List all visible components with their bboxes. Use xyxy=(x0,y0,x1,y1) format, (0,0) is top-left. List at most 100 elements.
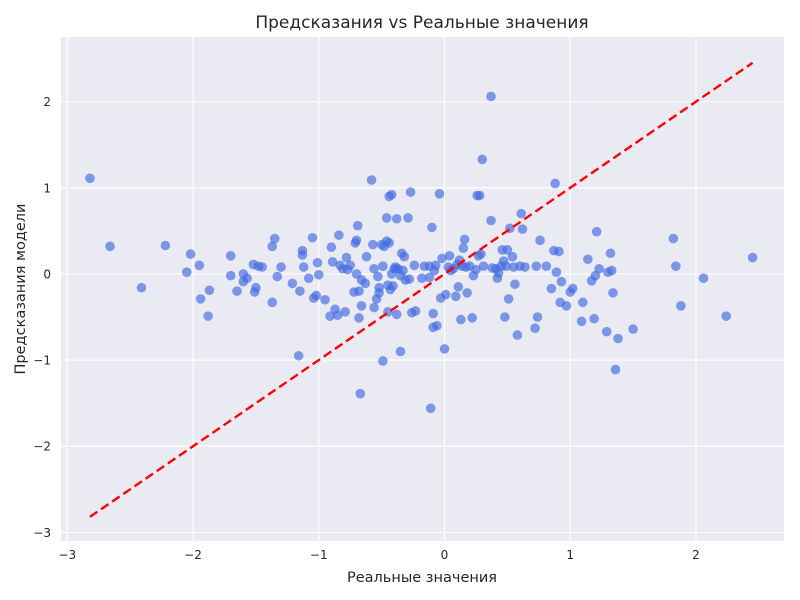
data-point xyxy=(384,238,394,248)
data-point xyxy=(257,262,267,272)
x-axis-label: Реальные значения xyxy=(347,570,497,586)
data-point xyxy=(391,213,402,224)
data-point xyxy=(459,234,470,245)
data-point xyxy=(613,333,623,344)
data-point xyxy=(628,324,638,334)
data-point xyxy=(430,260,441,271)
data-point xyxy=(520,262,530,272)
data-point xyxy=(474,190,485,201)
data-point xyxy=(591,226,602,237)
data-point xyxy=(551,267,562,278)
data-point xyxy=(105,241,115,252)
data-point xyxy=(410,306,421,316)
y-tick-label: 2 xyxy=(43,95,51,109)
data-point xyxy=(437,253,447,264)
data-point xyxy=(374,288,384,298)
data-point xyxy=(561,301,572,311)
y-tick-label: −3 xyxy=(33,526,51,540)
data-point xyxy=(427,222,437,233)
data-point xyxy=(355,388,366,399)
data-point xyxy=(351,235,362,246)
data-point xyxy=(516,208,527,219)
data-point xyxy=(356,301,367,311)
data-point xyxy=(671,261,681,271)
data-point xyxy=(556,276,567,287)
data-point xyxy=(369,302,379,313)
data-point xyxy=(354,286,364,296)
data-point xyxy=(500,312,510,322)
data-point xyxy=(395,346,406,357)
data-point xyxy=(287,278,298,289)
data-point xyxy=(340,307,350,317)
data-point xyxy=(195,294,206,304)
data-point xyxy=(467,313,477,323)
data-point xyxy=(425,403,436,414)
data-point xyxy=(444,251,455,261)
data-point xyxy=(405,187,416,197)
data-point xyxy=(311,290,322,301)
data-point xyxy=(85,173,95,184)
data-point xyxy=(530,323,540,334)
data-point xyxy=(293,350,304,361)
data-point xyxy=(462,288,472,298)
data-point xyxy=(325,311,335,321)
data-point xyxy=(531,261,542,271)
x-tick-label: −3 xyxy=(58,548,76,562)
data-point xyxy=(578,297,588,308)
data-point xyxy=(391,309,402,320)
data-point xyxy=(381,213,392,223)
x-tick-label: 2 xyxy=(692,548,700,562)
y-tick-label: −2 xyxy=(33,440,51,454)
chart-title: Предсказания vs Реальные значения xyxy=(255,13,588,33)
data-point xyxy=(276,262,286,272)
data-point xyxy=(341,252,352,263)
data-point xyxy=(608,288,618,298)
data-point xyxy=(399,251,410,262)
data-point xyxy=(576,316,587,327)
data-point xyxy=(440,289,451,300)
data-point xyxy=(478,261,489,271)
data-point xyxy=(486,91,496,102)
data-point xyxy=(326,242,337,253)
x-tick-labels: −3 −2 −1 0 1 2 xyxy=(58,548,699,562)
data-point xyxy=(510,279,520,290)
data-point xyxy=(345,260,356,271)
data-point xyxy=(368,239,378,250)
data-point xyxy=(502,245,513,255)
data-point xyxy=(388,281,398,291)
data-point xyxy=(361,251,372,262)
data-point xyxy=(225,270,236,281)
data-point xyxy=(404,274,415,284)
data-point xyxy=(747,252,758,263)
data-point xyxy=(225,251,236,261)
data-point xyxy=(439,344,450,354)
data-point xyxy=(512,330,523,340)
data-point xyxy=(589,313,599,324)
data-point xyxy=(327,257,338,267)
data-point xyxy=(668,233,679,244)
data-point xyxy=(403,213,413,223)
data-point xyxy=(378,261,388,271)
data-point xyxy=(203,311,213,321)
data-point xyxy=(676,301,686,311)
data-point xyxy=(532,312,543,322)
data-point xyxy=(360,278,371,289)
data-point xyxy=(583,254,593,265)
data-point xyxy=(434,189,445,199)
x-tick-label: 0 xyxy=(441,548,449,562)
data-point xyxy=(307,232,318,243)
data-point xyxy=(541,261,552,271)
data-point xyxy=(251,282,261,293)
data-point xyxy=(486,215,496,226)
x-tick-label: 1 xyxy=(566,548,574,562)
data-point xyxy=(160,240,171,251)
reference-line xyxy=(89,61,754,518)
data-point xyxy=(354,313,364,323)
data-point xyxy=(136,282,147,293)
data-point xyxy=(721,311,731,321)
data-point xyxy=(303,273,314,284)
data-point xyxy=(550,178,560,189)
data-point xyxy=(698,273,709,284)
data-point xyxy=(369,263,379,274)
y-axis-label: Предсказания модели xyxy=(13,204,29,375)
